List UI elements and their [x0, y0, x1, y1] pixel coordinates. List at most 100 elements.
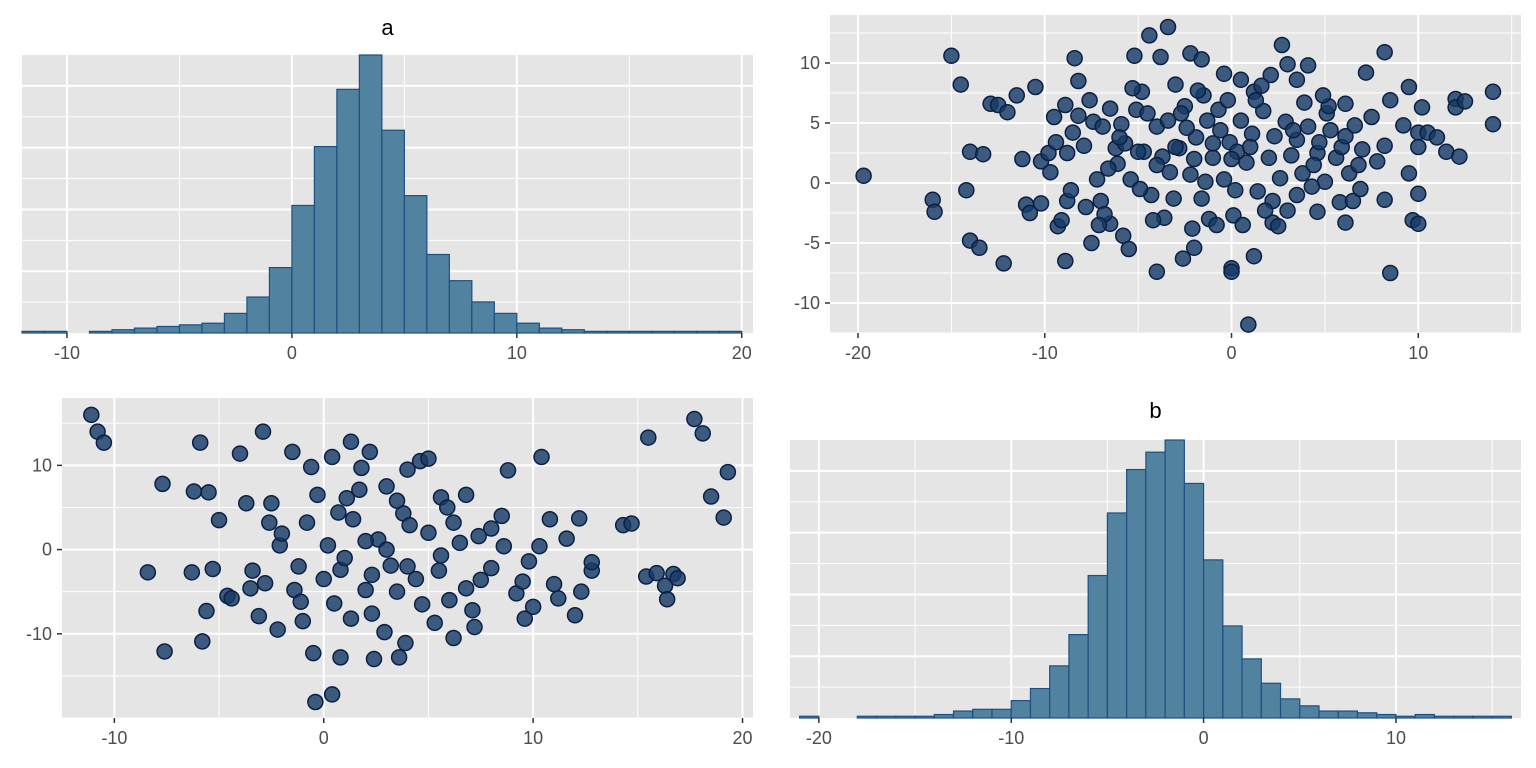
scatter-point: [388, 583, 406, 600]
x-axis: -20 -10 0 10: [845, 333, 1428, 363]
scatter-point: [1101, 100, 1119, 117]
scatter-point: [388, 492, 406, 509]
scatter-point: [1395, 117, 1412, 134]
scatter-point: [1484, 115, 1502, 133]
scatter-point: [198, 602, 215, 620]
scatter-point: [363, 566, 381, 584]
scatter-point: [200, 484, 217, 501]
scatter-point: [1193, 190, 1210, 207]
scatter-point: [466, 618, 483, 636]
scatter-point: [1296, 94, 1313, 111]
x-tick-label: 20: [733, 728, 753, 748]
scatter-point: [1144, 211, 1162, 229]
scatter-point: [351, 481, 368, 499]
scatter-point: [974, 145, 992, 163]
scatter-point: [382, 557, 399, 574]
scatter-point: [325, 595, 343, 612]
histogram-bar: [336, 88, 360, 334]
scatter-point: [1368, 153, 1386, 170]
scatter-point: [323, 448, 341, 466]
points: [83, 406, 737, 711]
scatter-point: [533, 448, 550, 466]
histogram-bar: [991, 708, 1012, 719]
scatter-point: [223, 590, 240, 607]
scatter-point: [357, 581, 374, 599]
scatter-point: [315, 570, 332, 588]
histogram-bar: [1260, 682, 1282, 719]
histogram-bar: [201, 322, 226, 334]
scatter-point: [1212, 121, 1229, 139]
scatter-point: [363, 605, 381, 622]
histogram-bar: [1222, 625, 1243, 719]
histogram-bar: [133, 327, 158, 334]
scatter-point: [545, 575, 563, 593]
panel-scatter-bottom: -10 0 10 20 -10 0 10: [26, 398, 753, 748]
scatter-point: [238, 495, 255, 512]
scatter-point: [1245, 247, 1263, 265]
y-tick-label: 0: [810, 173, 820, 193]
scatter-point: [83, 406, 100, 424]
scatter-point: [231, 445, 249, 462]
y-tick-label: -10: [26, 624, 52, 644]
scatter-point: [1299, 57, 1317, 74]
scatter-point: [1178, 119, 1195, 137]
scatter-point: [1182, 166, 1199, 183]
scatter-point: [457, 580, 475, 597]
histogram-bar: [651, 330, 675, 334]
scatter-point: [1081, 91, 1098, 109]
histogram-bar: [1126, 468, 1147, 719]
histogram-bar: [223, 312, 248, 334]
histogram-bar: [718, 330, 743, 334]
scatter-point: [1262, 66, 1279, 84]
scatter-point: [1129, 143, 1147, 161]
scatter-point: [1271, 169, 1289, 187]
scatter-point: [1232, 71, 1250, 89]
scatter-point: [309, 486, 326, 504]
scatter-point: [470, 527, 487, 545]
x-axis: -10 0 10 20: [101, 718, 753, 748]
scatter-point: [307, 693, 324, 711]
x-tick-label: 10: [507, 343, 527, 363]
scatter-point: [451, 534, 469, 552]
scatter-point: [694, 425, 711, 442]
scatter-point: [1451, 148, 1468, 165]
x-tick-label: 10: [1408, 343, 1428, 363]
scatter-point: [191, 434, 209, 451]
scatter-point: [185, 483, 203, 500]
scatter-point: [495, 537, 513, 555]
x-tick-label: -10: [1032, 343, 1058, 363]
scatter-point: [1021, 204, 1039, 222]
scatter-point: [1167, 138, 1184, 156]
scatter-point: [1070, 72, 1087, 90]
scatter-point: [1064, 124, 1082, 141]
scatter-point: [1184, 220, 1201, 237]
points: [855, 18, 1502, 333]
x-tick-label: 20: [732, 343, 752, 363]
scatter-point: [926, 203, 943, 221]
panel-hist-a: -10 0 10 20 a: [21, 15, 753, 363]
scatter-point: [1350, 156, 1367, 174]
scatter-point: [1075, 137, 1093, 155]
histogram-bar: [972, 708, 993, 719]
scatter-point: [1159, 18, 1177, 36]
scatter-point: [378, 541, 395, 558]
scatter-point: [1066, 49, 1083, 67]
scatter-point: [441, 591, 458, 609]
histogram-bar: [21, 330, 46, 334]
scatter-point: [1279, 202, 1296, 219]
scatter-point: [1174, 250, 1192, 267]
x-tick-label: 10: [523, 728, 543, 748]
y-tick-label: -10: [794, 293, 820, 313]
histogram-bar: [1337, 710, 1359, 719]
scatter-point: [1126, 47, 1143, 65]
scatter-point: [499, 462, 517, 479]
scatter-point: [244, 562, 261, 579]
scatter-point: [541, 511, 559, 528]
histogram-bar: [628, 330, 653, 334]
scatter-point: [426, 614, 443, 632]
scatter-point: [1204, 135, 1222, 152]
scatter-point: [376, 623, 393, 641]
panel-title: a: [381, 15, 394, 40]
scatter-point: [1279, 55, 1296, 73]
